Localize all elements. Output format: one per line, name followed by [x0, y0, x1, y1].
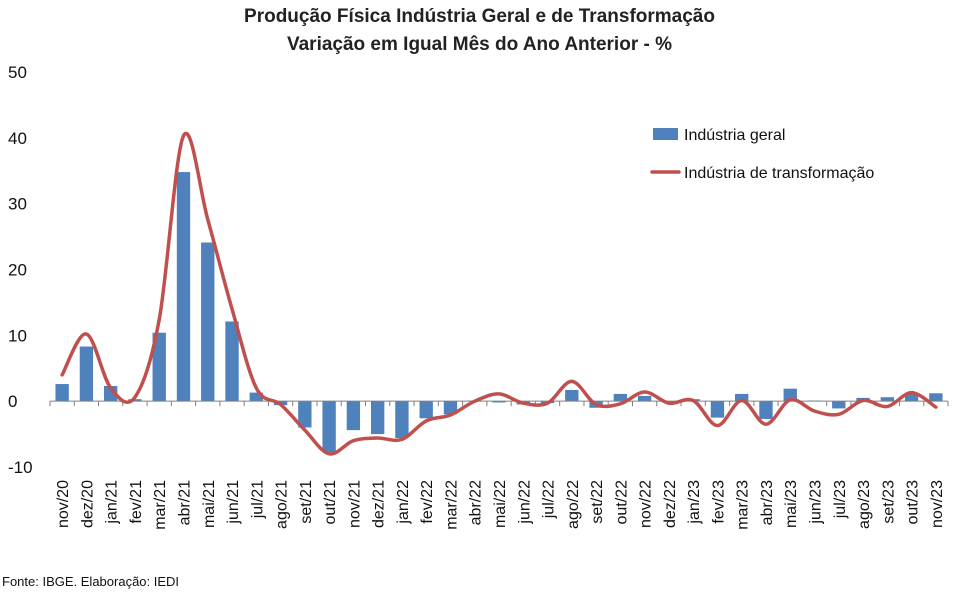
bar	[637, 395, 652, 402]
bar	[735, 393, 749, 402]
x-tick-label: nov/23	[929, 480, 946, 528]
bar	[79, 346, 94, 402]
series-line	[60, 131, 938, 456]
y-tick-label: 20	[8, 261, 27, 280]
x-tick-label: jun/21	[225, 480, 242, 525]
y-tick-label: 30	[8, 195, 27, 214]
x-tick-label: mai/21	[201, 480, 218, 528]
y-tick-label: -10	[8, 458, 33, 477]
bar	[929, 393, 943, 402]
x-tick-label: jul/21	[249, 480, 266, 519]
bar	[225, 321, 239, 402]
bar	[298, 401, 312, 428]
bar	[880, 397, 894, 402]
x-tick-label: mai/23	[783, 480, 800, 528]
bar	[904, 393, 919, 402]
x-axis-ticks: nov/20 dez/20 jan/21 fev/21 mar/21 abr/21 mai/…	[49, 401, 949, 530]
source-note: Fonte: IBGE. Elaboração: IEDI	[2, 574, 180, 589]
bar	[201, 242, 215, 402]
x-tick-label: fev/21	[128, 480, 145, 524]
bar	[249, 392, 263, 402]
x-tick-label: jan/22	[395, 480, 412, 525]
x-tick-label: abr/23	[759, 480, 776, 525]
x-tick-label: dez/20	[79, 480, 96, 528]
bar	[395, 401, 409, 439]
chart-title: Produção Física Indústria Geral e de Tra…	[244, 6, 715, 27]
bar	[176, 172, 191, 402]
x-tick-label: nov/21	[346, 480, 363, 528]
x-tick-label: jun/23	[808, 480, 825, 525]
bar	[443, 401, 458, 415]
x-tick-label: ago/22	[565, 480, 582, 529]
y-tick-label: 0	[8, 392, 17, 411]
legend: Indústria geral Indústria de transformaç…	[650, 127, 874, 182]
x-tick-label: mar/23	[735, 480, 752, 530]
x-tick-label: out/22	[613, 480, 630, 525]
x-tick-label: mar/21	[152, 480, 169, 530]
y-tick-label: 40	[8, 129, 27, 148]
bar	[322, 401, 336, 453]
x-tick-label: mar/22	[443, 480, 460, 530]
bar	[710, 401, 725, 418]
legend-label-industria-geral: Indústria geral	[684, 127, 785, 144]
bar	[759, 401, 773, 419]
x-tick-label: jul/23	[832, 480, 849, 519]
y-tick-label: 50	[8, 63, 27, 82]
bar	[613, 393, 628, 402]
x-tick-label: ago/23	[856, 480, 873, 529]
series-industria-geral-bars	[55, 172, 943, 453]
x-tick-label: nov/22	[638, 480, 655, 528]
bar	[565, 389, 579, 402]
bar	[832, 401, 846, 409]
series-industria-transformacao-line	[60, 131, 938, 456]
x-tick-label: fev/23	[710, 480, 727, 524]
legend-swatch-industria-geral	[653, 128, 678, 140]
bar	[128, 399, 142, 402]
x-tick-label: mai/22	[492, 480, 509, 528]
x-tick-label: jun/22	[516, 480, 533, 525]
x-tick-label: nov/20	[55, 480, 72, 528]
bar	[346, 401, 361, 431]
bar	[419, 401, 433, 419]
x-tick-label: ago/21	[274, 480, 291, 529]
legend-label-industria-transformacao: Indústria de transformação	[684, 165, 874, 182]
x-tick-label: jul/22	[541, 480, 558, 519]
x-tick-label: out/23	[905, 480, 922, 525]
bar	[492, 401, 506, 403]
x-tick-label: fev/22	[419, 480, 436, 524]
x-tick-label: out/21	[322, 480, 339, 525]
bar	[370, 401, 385, 435]
y-tick-label: 10	[8, 326, 27, 345]
x-tick-label: dez/21	[371, 480, 388, 528]
x-tick-label: jan/21	[104, 480, 121, 525]
chart-subtitle: Variação em Igual Mês do Ano Anterior - …	[286, 34, 672, 55]
x-tick-label: set/22	[589, 480, 606, 524]
x-tick-label: jan/23	[686, 480, 703, 525]
x-tick-label: abr/22	[468, 480, 485, 525]
bar	[55, 384, 69, 402]
bar	[152, 332, 166, 402]
x-tick-label: set/21	[298, 480, 315, 524]
x-tick-label: set/23	[880, 480, 897, 524]
x-tick-label: dez/22	[662, 480, 679, 528]
x-tick-label: abr/21	[176, 480, 193, 525]
y-axis-ticks: -10 0 10 20 30 40 50	[8, 63, 33, 477]
